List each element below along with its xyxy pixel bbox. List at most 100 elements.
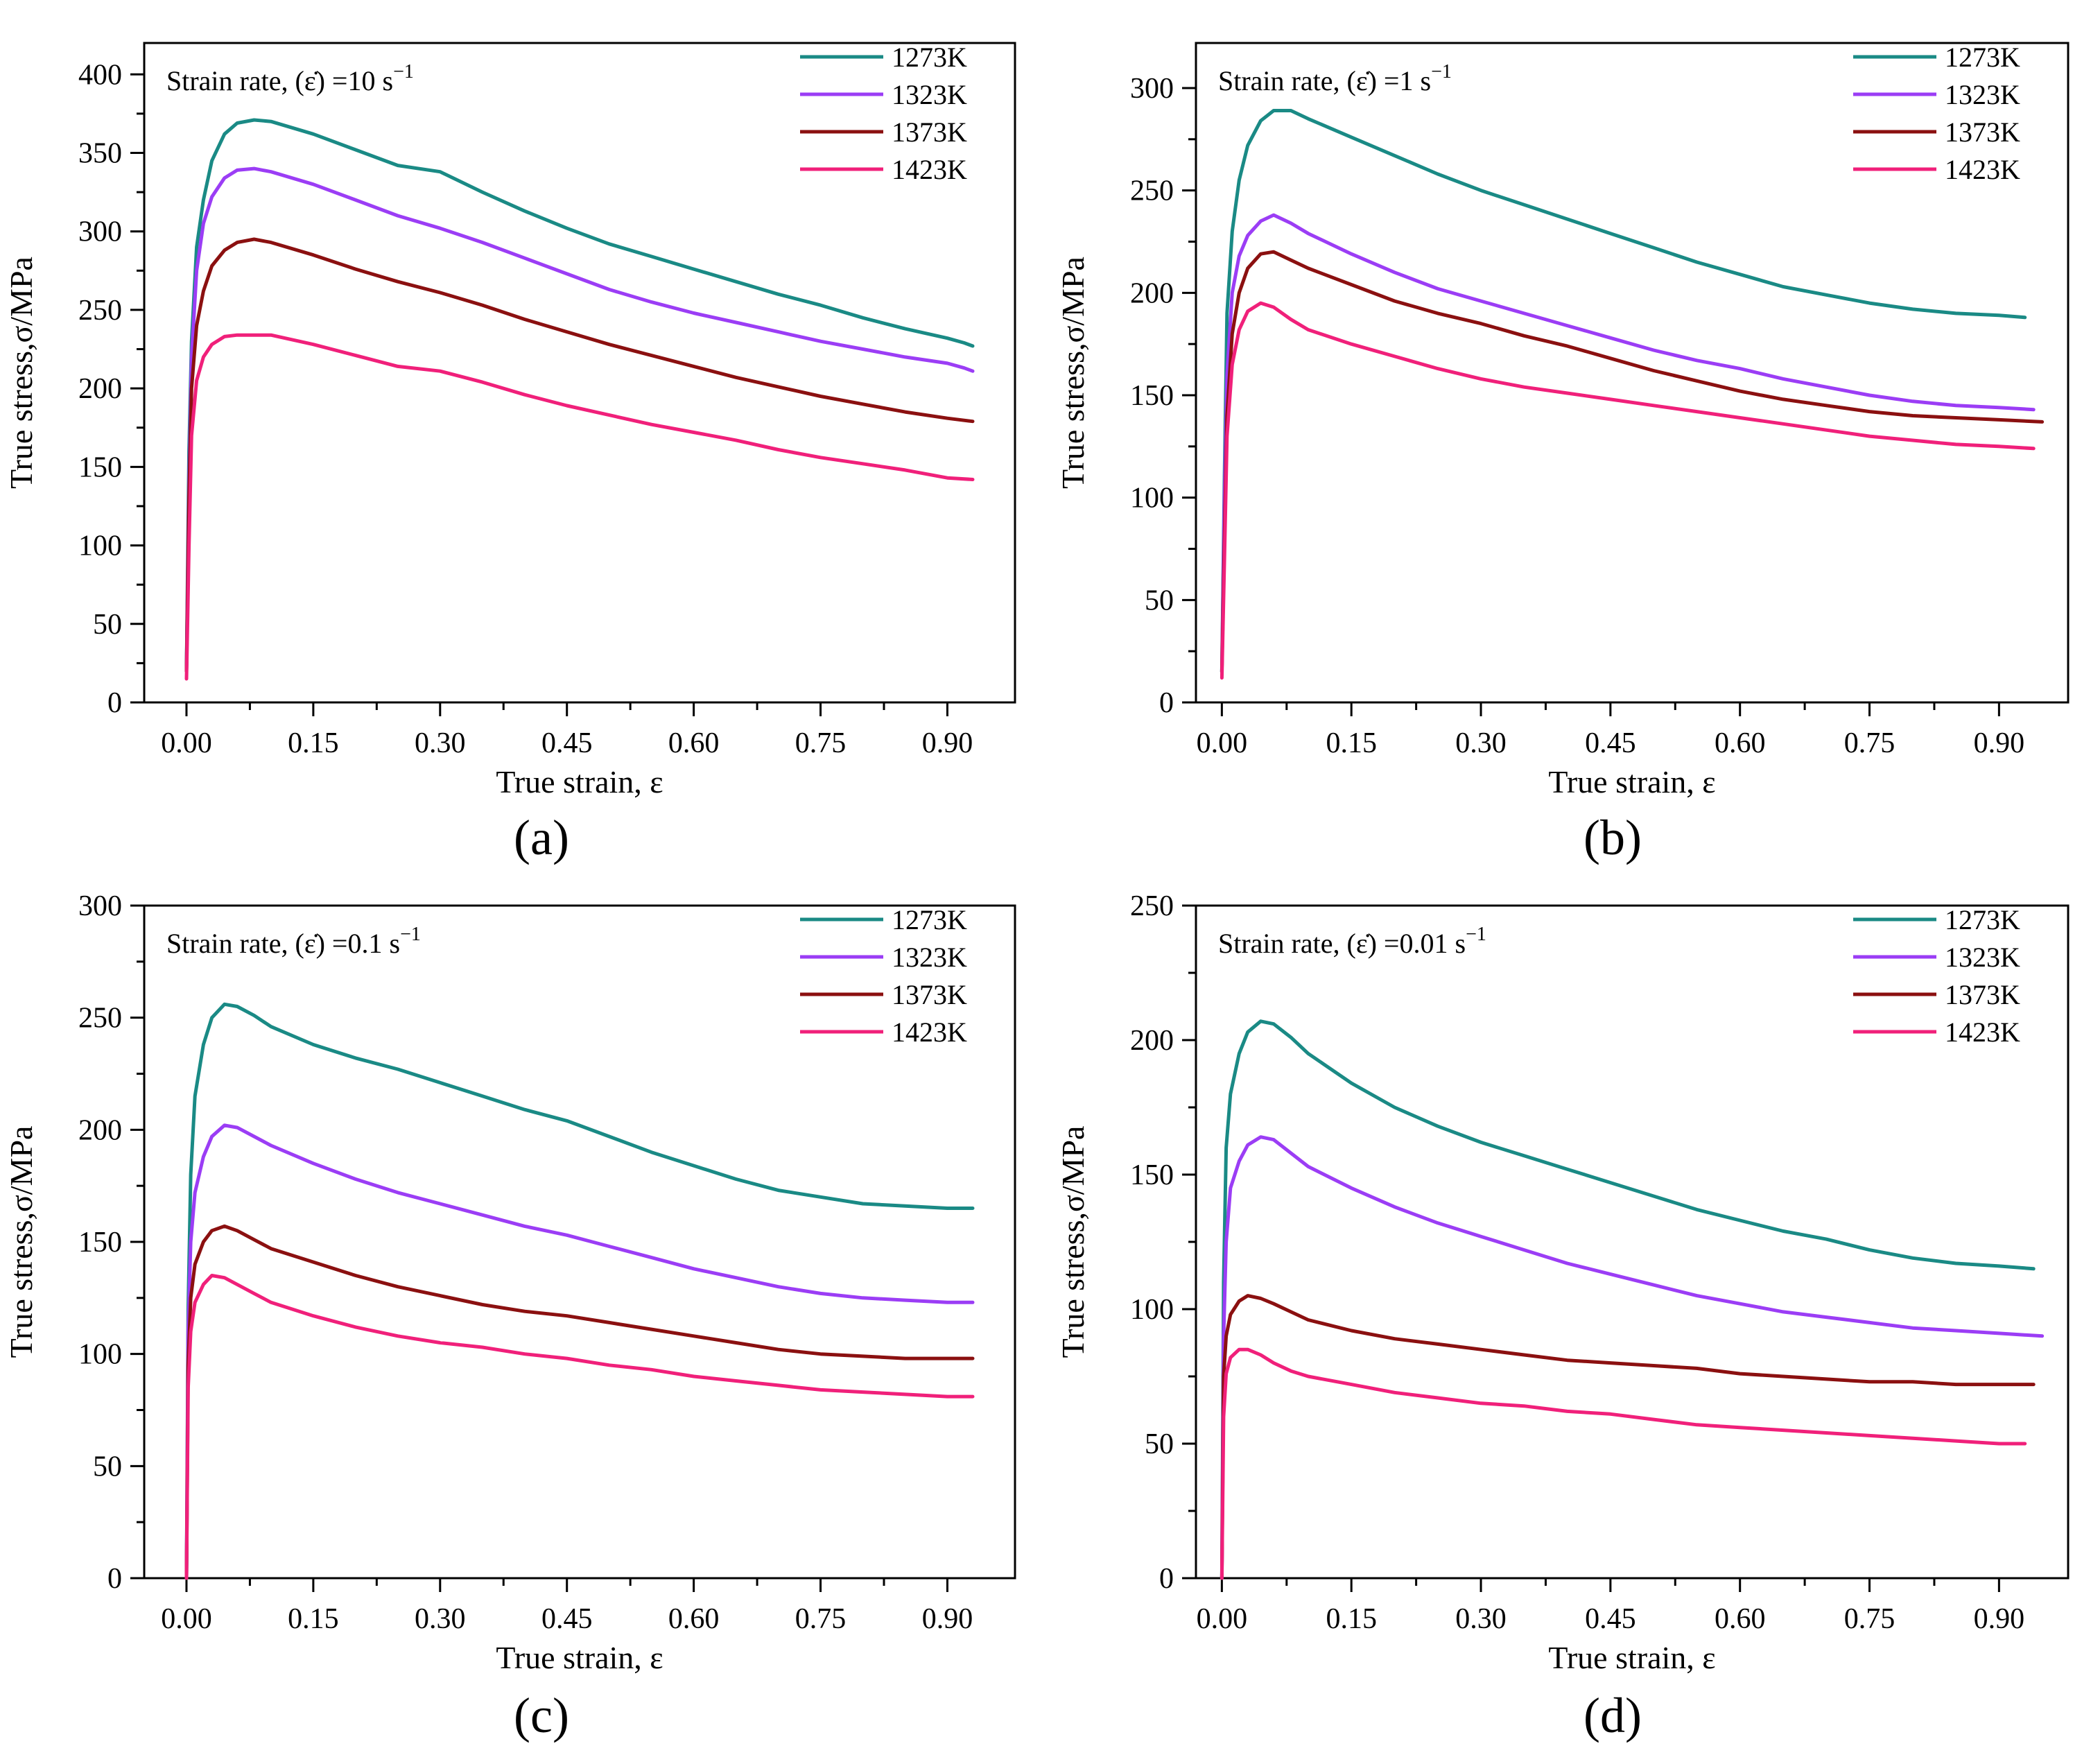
y-tick-label: 0 xyxy=(1159,687,1174,719)
x-tick-label: 0.60 xyxy=(668,1603,720,1635)
chart-panel-1: 0.00 0.15 0.30 0.45 0.60 0.75 0.90 0 50 100 150 200… xyxy=(3,42,1016,865)
series-line-1373K xyxy=(184,237,975,673)
plot-frame xyxy=(143,904,1016,1580)
y-tick-label: 200 xyxy=(78,373,122,405)
x-tick-label: 0.00 xyxy=(1197,1603,1248,1635)
plot-frame xyxy=(1195,42,2070,704)
series-line-1423K xyxy=(184,1274,975,1580)
x-tick-label: 0.90 xyxy=(1974,727,2025,759)
x-tick-label: 0.15 xyxy=(288,727,339,759)
y-tick-label: 0 xyxy=(107,687,122,719)
x-tick-label: 0.00 xyxy=(161,727,212,759)
x-axis-title: True strain, ε xyxy=(1548,764,1715,799)
y-tick-label: 150 xyxy=(1130,1159,1174,1191)
y-tick-label: 100 xyxy=(78,530,122,562)
legend-label-1273K: 1273K xyxy=(892,904,967,935)
x-tick-label: 0.30 xyxy=(415,727,466,759)
x-axis-title: True strain, ε xyxy=(496,1640,663,1675)
y-tick-label: 250 xyxy=(1130,175,1174,207)
chart-panel-2: 0.00 0.15 0.30 0.45 0.60 0.75 0.90 0 50 100 150 200… xyxy=(1055,42,2070,865)
panel-label: (a) xyxy=(514,810,569,865)
series-line-1273K xyxy=(184,1002,975,1580)
y-tick-label: 0 xyxy=(1159,1563,1174,1595)
y-tick-label: 150 xyxy=(78,1227,122,1259)
y-tick-label: 350 xyxy=(78,138,122,170)
legend-label-1423K: 1423K xyxy=(1945,1017,2020,1048)
x-tick-label: 0.45 xyxy=(541,727,593,759)
chart-panel-3: 0.00 0.15 0.30 0.45 0.60 0.75 0.90 0 50 100 150 200… xyxy=(3,890,1016,1743)
series-line-1373K xyxy=(1220,1294,2036,1580)
series-line-1273K xyxy=(184,118,975,673)
x-tick-label: 0.30 xyxy=(1455,727,1507,759)
plot-frame xyxy=(1195,904,2070,1580)
y-tick-label: 200 xyxy=(1130,277,1174,309)
x-tick-label: 0.15 xyxy=(288,1603,339,1635)
y-tick-label: 250 xyxy=(1130,890,1174,922)
legend-label-1323K: 1323K xyxy=(1945,942,2020,973)
series-line-1423K xyxy=(1220,1347,2027,1580)
x-tick-label: 0.00 xyxy=(161,1603,212,1635)
y-tick-label: 300 xyxy=(1130,73,1174,105)
y-tick-label: 200 xyxy=(1130,1025,1174,1057)
series-line-1373K xyxy=(184,1224,975,1580)
legend-label-1373K: 1373K xyxy=(1945,979,2020,1010)
x-tick-label: 0.45 xyxy=(541,1603,593,1635)
x-tick-label: 0.15 xyxy=(1326,727,1377,759)
x-tick-label: 0.90 xyxy=(922,1603,973,1635)
strain-rate-annotation: Strain rate, (ε̇) =0.1 s−1 xyxy=(166,924,421,959)
series-line-1423K xyxy=(1220,301,2036,680)
y-axis-title: True stress,σ/MPa xyxy=(3,1126,39,1358)
y-tick-label: 200 xyxy=(78,1114,122,1146)
x-tick-label: 0.90 xyxy=(922,727,973,759)
x-tick-label: 0.60 xyxy=(1715,1603,1766,1635)
x-axis-title: True strain, ε xyxy=(1548,1640,1715,1675)
y-tick-label: 50 xyxy=(1145,585,1174,616)
chart-panel-4: 0.00 0.15 0.30 0.45 0.60 0.75 0.90 0 50 100 150 200… xyxy=(1055,890,2070,1743)
series-line-1323K xyxy=(184,166,975,673)
y-tick-label: 50 xyxy=(93,609,122,641)
strain-rate-annotation: Strain rate, (ε̇) =1 s−1 xyxy=(1218,61,1452,96)
x-tick-label: 0.45 xyxy=(1585,1603,1636,1635)
x-tick-label: 0.45 xyxy=(1585,727,1636,759)
panel-label: (b) xyxy=(1584,810,1642,865)
series-line-1373K xyxy=(1220,250,2045,674)
legend-label-1423K: 1423K xyxy=(892,154,967,185)
x-axis-title: True strain, ε xyxy=(496,764,663,799)
legend-label-1323K: 1323K xyxy=(892,79,967,110)
x-tick-label: 0.60 xyxy=(1715,727,1766,759)
series-line-1423K xyxy=(184,333,975,681)
series-line-1273K xyxy=(1220,109,2027,674)
y-tick-label: 300 xyxy=(78,890,122,922)
y-tick-label: 150 xyxy=(1130,380,1174,412)
series-line-1323K xyxy=(1220,1135,2045,1580)
y-tick-label: 100 xyxy=(1130,1294,1174,1326)
legend-label-1273K: 1273K xyxy=(1945,42,2020,73)
y-tick-label: 150 xyxy=(78,451,122,483)
plot-frame xyxy=(143,42,1016,704)
legend-label-1373K: 1373K xyxy=(1945,116,2020,148)
legend-label-1323K: 1323K xyxy=(1945,79,2020,110)
legend-label-1323K: 1323K xyxy=(892,942,967,973)
y-tick-label: 50 xyxy=(1145,1428,1174,1460)
x-tick-label: 0.90 xyxy=(1974,1603,2025,1635)
x-tick-label: 0.00 xyxy=(1197,727,1248,759)
y-tick-label: 250 xyxy=(78,295,122,327)
series-line-1323K xyxy=(1220,213,2036,674)
x-tick-label: 0.30 xyxy=(415,1603,466,1635)
series-line-1323K xyxy=(184,1123,975,1580)
x-tick-label: 0.60 xyxy=(668,727,720,759)
y-tick-label: 300 xyxy=(78,216,122,248)
y-tick-label: 100 xyxy=(1130,483,1174,514)
x-tick-label: 0.30 xyxy=(1455,1603,1507,1635)
y-tick-label: 0 xyxy=(107,1563,122,1595)
legend-label-1273K: 1273K xyxy=(892,42,967,73)
strain-rate-annotation: Strain rate, (ε̇) =10 s−1 xyxy=(166,61,414,96)
series-line-1273K xyxy=(1220,1019,2036,1580)
y-axis-title: True stress,σ/MPa xyxy=(3,257,39,489)
y-axis-title: True stress,σ/MPa xyxy=(1055,1126,1091,1358)
x-tick-label: 0.15 xyxy=(1326,1603,1377,1635)
y-tick-label: 100 xyxy=(78,1339,122,1371)
legend-label-1373K: 1373K xyxy=(892,979,967,1010)
legend-label-1423K: 1423K xyxy=(892,1017,967,1048)
